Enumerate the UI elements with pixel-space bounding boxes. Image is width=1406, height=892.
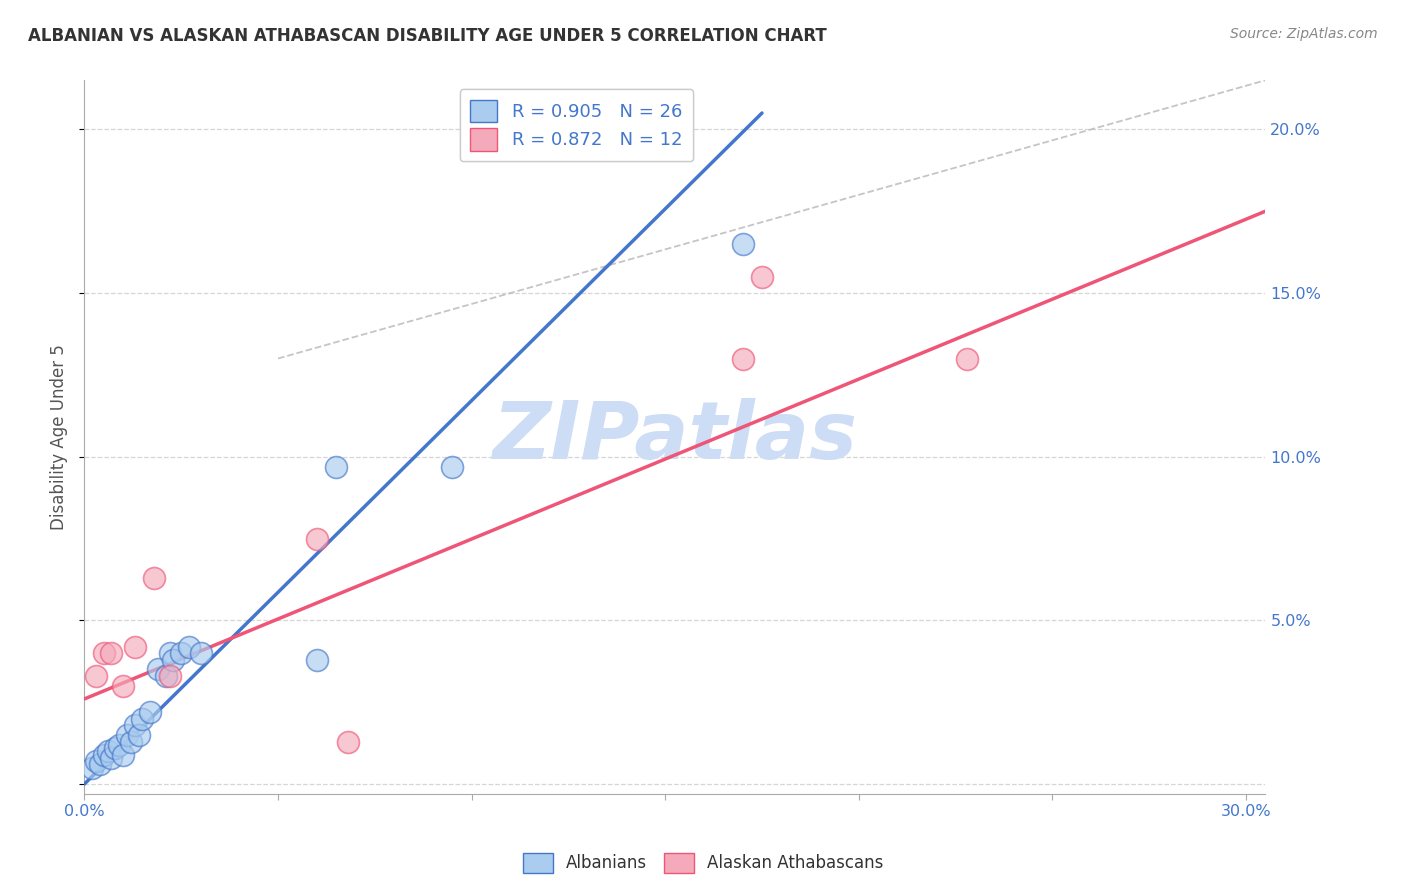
Point: [177, 640, 200, 654]
Point: [104, 741, 127, 756]
Text: ZIPatlas: ZIPatlas: [492, 398, 858, 476]
Point: [97, 744, 120, 758]
Point: [124, 640, 146, 654]
Y-axis label: Disability Age Under 5: Disability Age Under 5: [51, 344, 69, 530]
Point: [305, 653, 328, 667]
Point: [170, 646, 193, 660]
Point: [139, 705, 162, 719]
Point: [93, 747, 115, 762]
Point: [100, 751, 122, 765]
Point: [82, 761, 104, 775]
Point: [956, 351, 979, 366]
Point: [124, 718, 146, 732]
Point: [305, 532, 328, 546]
Point: [131, 712, 153, 726]
Point: [112, 747, 135, 762]
Point: [112, 679, 135, 693]
Point: [751, 269, 773, 284]
Point: [731, 236, 754, 251]
Point: [159, 646, 181, 660]
Point: [162, 653, 184, 667]
Point: [93, 646, 115, 660]
Point: [84, 754, 107, 768]
Point: [336, 734, 359, 748]
Point: [115, 728, 138, 742]
Point: [100, 646, 122, 660]
Point: [84, 669, 107, 683]
Point: [143, 571, 166, 585]
Point: [325, 459, 347, 474]
Point: [108, 738, 131, 752]
Point: [441, 459, 464, 474]
Point: [731, 351, 754, 366]
Point: [128, 728, 150, 742]
Point: [190, 646, 212, 660]
Point: [120, 734, 142, 748]
Point: [159, 669, 181, 683]
Point: [89, 757, 111, 772]
Point: [155, 669, 177, 683]
Legend: R = 0.905   N = 26, R = 0.872   N = 12: R = 0.905 N = 26, R = 0.872 N = 12: [460, 89, 693, 161]
Legend: Albanians, Alaskan Athabascans: Albanians, Alaskan Athabascans: [516, 847, 890, 880]
Text: ALBANIAN VS ALASKAN ATHABASCAN DISABILITY AGE UNDER 5 CORRELATION CHART: ALBANIAN VS ALASKAN ATHABASCAN DISABILIT…: [28, 27, 827, 45]
Text: Source: ZipAtlas.com: Source: ZipAtlas.com: [1230, 27, 1378, 41]
Point: [146, 663, 169, 677]
